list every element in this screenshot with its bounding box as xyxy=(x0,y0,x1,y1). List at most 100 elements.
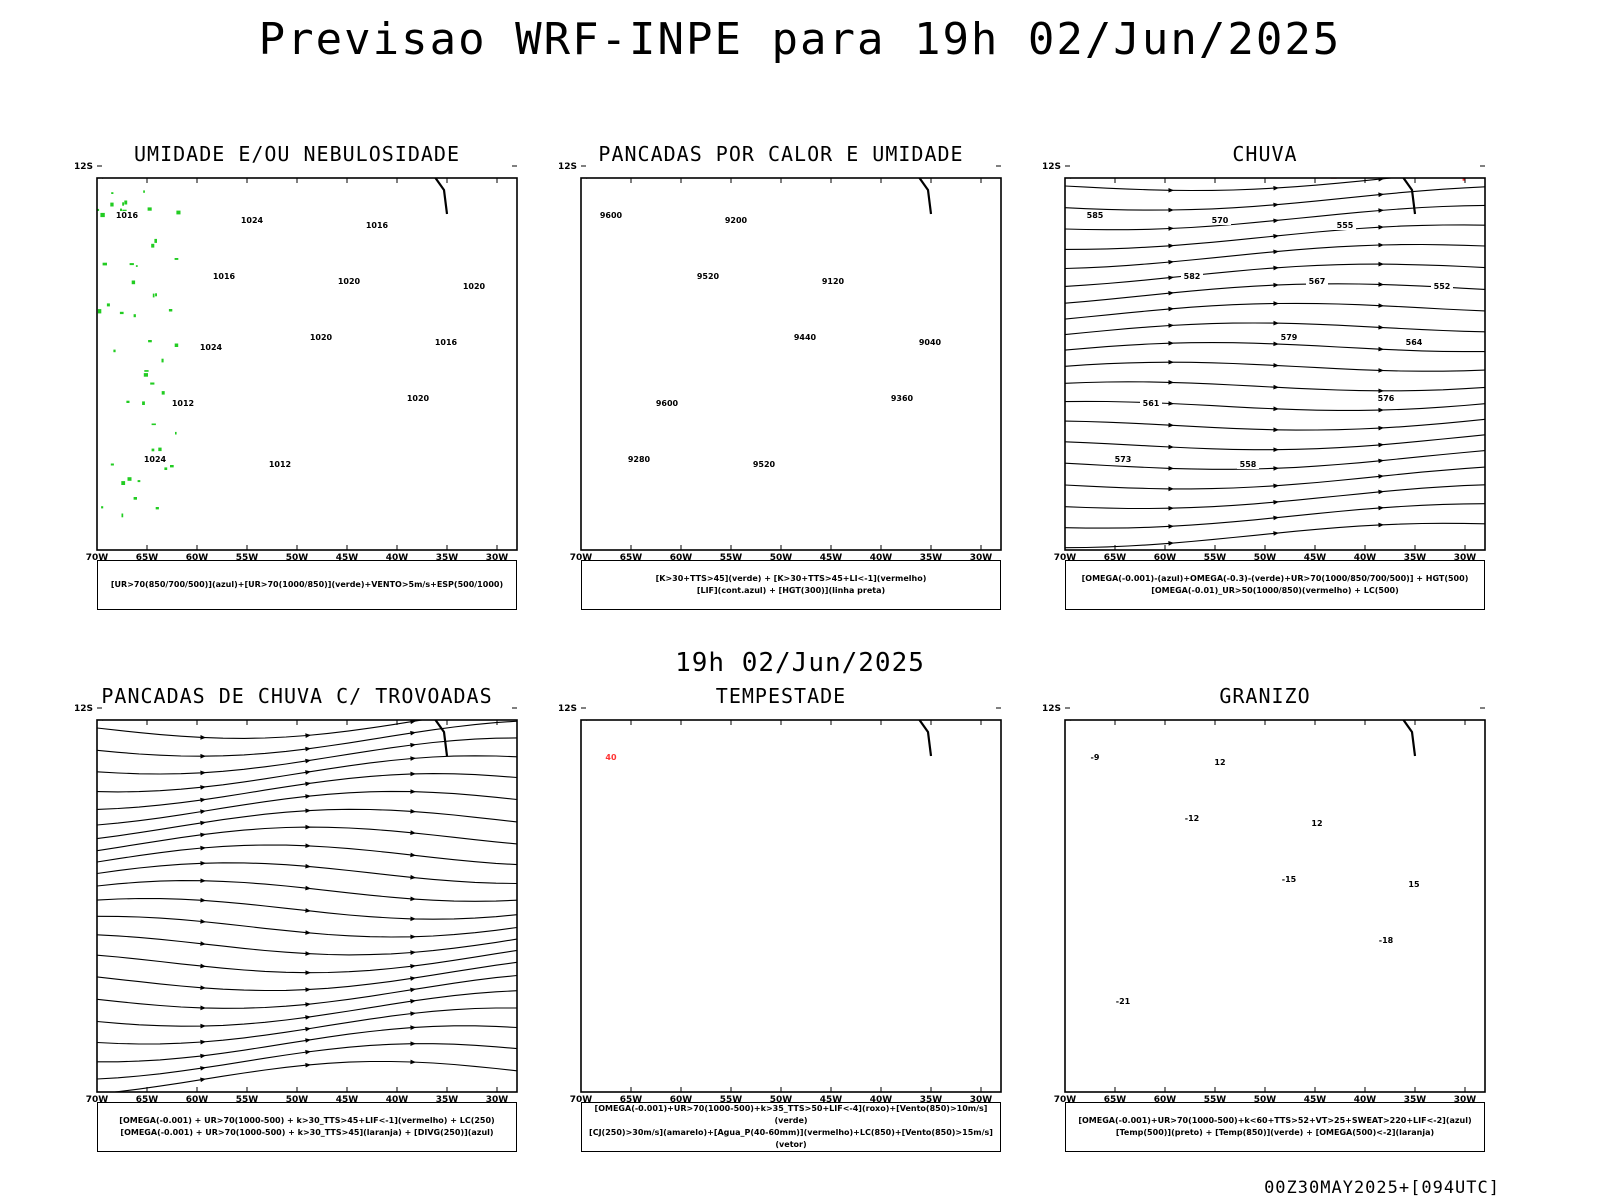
contour-label: 9280 xyxy=(628,455,651,464)
contour-label: 12 xyxy=(1311,819,1322,828)
panel-title: UMIDADE E/OU NEBULOSIDADE xyxy=(133,142,461,166)
flow-arrowhead xyxy=(410,1011,416,1017)
humidity-speckle xyxy=(152,293,155,298)
lon-tick-label: 40W xyxy=(1354,553,1377,562)
humidity-speckle xyxy=(102,262,107,266)
map-fields: -9 -12 -15 -18 -21 12 12 15 xyxy=(1070,720,1425,1006)
lon-tick-label: 50W xyxy=(770,1095,793,1104)
humidity-speckle xyxy=(121,513,124,518)
map-frame xyxy=(96,719,518,1093)
rain-area xyxy=(1425,162,1428,164)
flow-arrowhead xyxy=(305,1038,311,1043)
flow-arrowhead xyxy=(1273,341,1279,347)
flow-arrowhead xyxy=(1378,242,1384,248)
contour-label-bg xyxy=(1140,399,1162,408)
humidity-speckle xyxy=(97,208,100,211)
humidity-speckle xyxy=(120,208,122,213)
map-svg: 12S15S18S21S24S27S30S33S36S39S42S70W65W6… xyxy=(74,704,518,1104)
map-base xyxy=(586,178,933,215)
contour-label: 9440 xyxy=(794,333,817,342)
flow-arrowhead xyxy=(305,770,311,775)
contour-label-bg xyxy=(600,753,622,762)
flow-arrowhead xyxy=(305,885,311,891)
border-line xyxy=(586,720,591,721)
axes: 12S15S18S21S24S27S30S33S36S39S42S70W65W6… xyxy=(74,704,518,1104)
flow-arrowhead xyxy=(1378,282,1384,287)
flow-arrowhead xyxy=(1168,505,1174,511)
flow-arrowhead xyxy=(305,1062,311,1068)
contour-label-bg xyxy=(1431,282,1453,291)
flow-arrowhead xyxy=(410,950,416,955)
humidity-speckle xyxy=(155,293,157,297)
contour-label-bg xyxy=(366,221,388,230)
lon-tick-label: 65W xyxy=(136,1095,159,1104)
flow-arrowhead xyxy=(1273,202,1279,208)
humidity-speckle xyxy=(121,481,126,485)
humidity-speckle xyxy=(155,507,159,510)
flow-arrowhead xyxy=(305,843,311,849)
flow-arrowhead xyxy=(1378,522,1384,528)
map-frame xyxy=(1064,177,1486,551)
legend-box: [K>30+TTS>45](verde) + [K>30+TTS>45+LI<-… xyxy=(581,560,1001,610)
lon-tick-label: 35W xyxy=(436,553,459,562)
streamline xyxy=(97,844,517,866)
humidity-speckle xyxy=(111,192,114,194)
axes: 12S15S18S21S24S27S30S33S36S39S42S70W65W6… xyxy=(74,162,518,562)
flow-arrowhead xyxy=(1273,466,1279,471)
lon-tick-label: 65W xyxy=(620,553,643,562)
contour-label: 1024 xyxy=(241,216,264,225)
flow-arrowhead xyxy=(1273,406,1279,412)
lon-tick-label: 30W xyxy=(486,1095,509,1104)
flow-arrowhead xyxy=(410,720,416,725)
flow-arrowhead xyxy=(410,742,416,748)
map-frame xyxy=(1064,719,1486,1093)
lon-tick-label: 55W xyxy=(720,553,743,562)
lon-tick-label: 70W xyxy=(86,1095,109,1104)
humidity-speckle xyxy=(174,343,179,347)
flow-arrowhead xyxy=(410,934,416,940)
contour-label-bg xyxy=(200,343,222,352)
contour-label-bg xyxy=(656,399,678,408)
contour-label-bg xyxy=(1181,272,1203,281)
lon-tick-label: 35W xyxy=(920,553,943,562)
flow-arrowhead xyxy=(410,789,416,794)
flow-arrowhead xyxy=(305,824,311,830)
streamline xyxy=(1065,503,1485,529)
map-svg: -9 -12 -15 -18 -21 12 12 1512S15S18S21S24S27S30… xyxy=(1042,704,1486,1104)
flow-arrowhead xyxy=(1168,275,1174,281)
lon-tick-label: 45W xyxy=(1304,553,1327,562)
flow-arrowhead xyxy=(1168,422,1174,428)
panel-title: TEMPESTADE xyxy=(715,684,847,708)
flow-arrowhead xyxy=(305,758,311,764)
humidity-speckle xyxy=(137,480,141,483)
contour-label: 1012 xyxy=(269,460,291,469)
contour-label-bg xyxy=(794,333,816,342)
legend-box: [OMEGA(-0.001)-(azul)+OMEGA(-0.3)-(verde… xyxy=(1065,560,1485,610)
contour-label-bg xyxy=(1209,758,1231,767)
map-fields: 1016 1016 1020 1020 1024 1024 1020 1016 1012 1012… xyxy=(97,178,486,518)
flow-arrowhead xyxy=(1168,340,1174,346)
contour-label-bg xyxy=(628,455,650,464)
lon-tick-label: 35W xyxy=(1404,1095,1427,1104)
lon-tick-label: 60W xyxy=(670,1095,693,1104)
panel-title: PANCADAS POR CALOR E UMIDADE xyxy=(598,142,964,166)
border-line xyxy=(102,178,107,179)
lon-tick-label: 55W xyxy=(236,1095,259,1104)
lon-tick-label: 70W xyxy=(86,553,109,562)
contour-label: 9040 xyxy=(919,338,942,347)
panel-title: GRANIZO xyxy=(1219,684,1311,708)
lon-tick-label: 45W xyxy=(1304,1095,1327,1104)
contour-label-bg xyxy=(600,211,622,220)
flow-arrowhead xyxy=(200,820,206,826)
flow-arrowhead xyxy=(200,735,206,740)
rain-area xyxy=(1462,178,1466,181)
panel-title: PANCADAS DE CHUVA C/ TROVOADAS xyxy=(101,684,493,708)
humidity-speckle xyxy=(148,340,152,343)
legend-box: [UR>70(850/700/500)](azul)+[UR>70(1000/8… xyxy=(97,560,517,610)
flow-arrowhead xyxy=(410,999,416,1004)
contour-label: 1016 xyxy=(116,211,139,220)
legend-line: [UR>70(850/700/500)](azul)+[UR>70(1000/8… xyxy=(110,580,504,589)
flow-arrowhead xyxy=(200,832,206,838)
humidity-speckle xyxy=(161,358,164,363)
flow-arrowhead xyxy=(1273,427,1279,433)
